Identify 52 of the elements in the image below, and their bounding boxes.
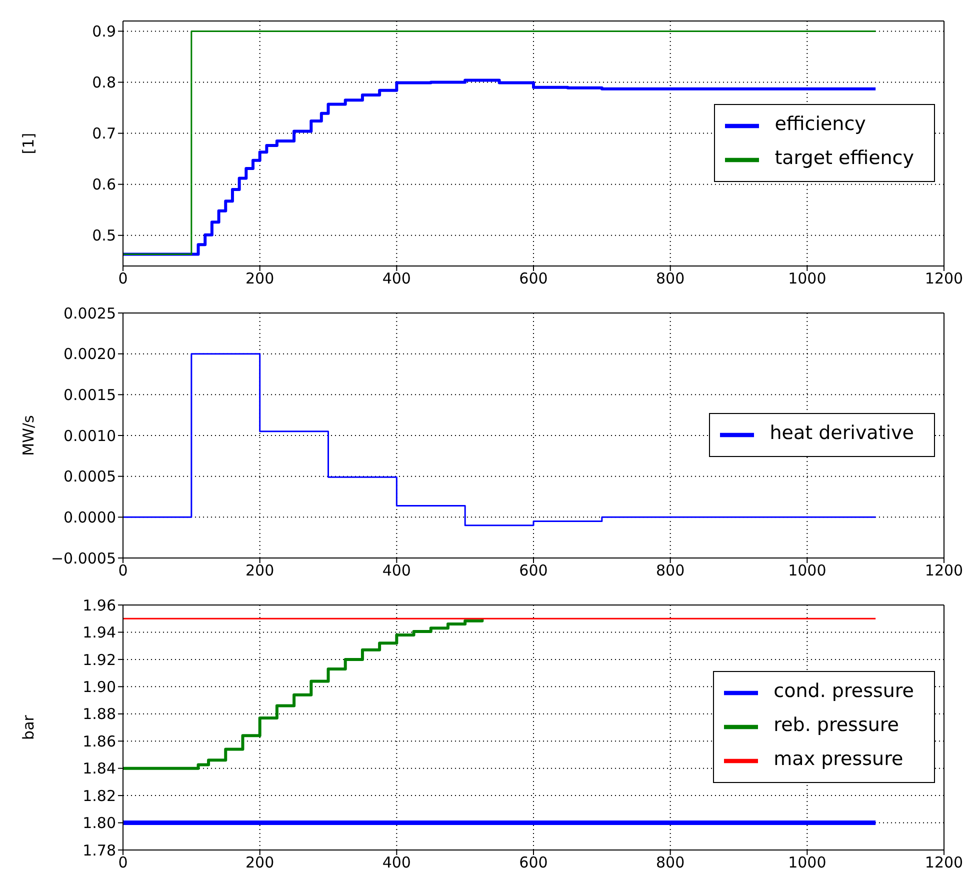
y-tick-label: 1.84 xyxy=(82,760,116,778)
x-tick-label: 400 xyxy=(382,270,411,288)
y-tick-label: 1.94 xyxy=(82,624,116,642)
y-tick-label: 0.9 xyxy=(92,22,116,41)
y-tick-label: 1.92 xyxy=(82,650,116,669)
x-tick-label: 600 xyxy=(519,270,548,288)
y-tick-label: 0.0010 xyxy=(64,426,116,445)
y-tick-label: 1.90 xyxy=(82,678,116,696)
y-tick-label: 0.6 xyxy=(92,176,116,194)
y-tick-label: 0.0020 xyxy=(64,345,116,364)
y-tick-label: 0.0015 xyxy=(64,386,116,404)
y-axis-title: MW/s xyxy=(19,415,38,456)
x-tick-label: 200 xyxy=(246,562,274,580)
x-tick-label: 0 xyxy=(118,854,128,872)
y-tick-label: 0.7 xyxy=(92,124,116,143)
x-tick-label: 600 xyxy=(519,562,548,580)
x-tick-label: 0 xyxy=(118,270,128,288)
y-tick-label: −0.0005 xyxy=(50,549,116,568)
y-tick-label: 0.5 xyxy=(92,226,116,245)
x-tick-label: 800 xyxy=(656,270,685,288)
legend-label: cond. pressure xyxy=(774,680,914,702)
y-tick-label: 0.0000 xyxy=(64,508,116,526)
x-tick-label: 800 xyxy=(656,562,685,580)
x-tick-label: 0 xyxy=(118,562,128,580)
x-tick-label: 1200 xyxy=(924,270,964,288)
x-tick-label: 600 xyxy=(519,854,548,872)
y-tick-label: 0.8 xyxy=(92,74,116,92)
x-tick-label: 400 xyxy=(382,854,411,872)
y-axis-title: [1] xyxy=(19,132,38,154)
y-tick-label: 1.86 xyxy=(82,732,116,750)
y-tick-label: 1.80 xyxy=(82,814,116,832)
y-tick-label: 1.88 xyxy=(82,705,116,724)
y-tick-label: 1.78 xyxy=(82,841,116,860)
x-tick-label: 200 xyxy=(246,270,274,288)
legend-label: heat derivative xyxy=(770,422,914,444)
x-tick-label: 800 xyxy=(656,854,685,872)
y-tick-label: 0.0005 xyxy=(64,468,116,486)
legend-label: reb. pressure xyxy=(774,714,899,736)
x-tick-label: 200 xyxy=(246,854,274,872)
x-tick-label: 1000 xyxy=(788,562,826,580)
legend-label: max pressure xyxy=(774,748,904,770)
x-tick-label: 1000 xyxy=(788,270,826,288)
y-tick-label: 1.96 xyxy=(82,596,116,614)
legend-label: efficiency xyxy=(774,113,866,136)
x-tick-label: 400 xyxy=(382,562,411,580)
y-tick-label: 1.82 xyxy=(82,786,116,805)
x-tick-label: 1000 xyxy=(788,854,826,872)
x-tick-label: 1200 xyxy=(924,854,964,872)
legend-label: target effiency xyxy=(774,147,914,170)
y-tick-label: 0.0025 xyxy=(64,304,116,322)
x-tick-label: 1200 xyxy=(924,562,964,580)
y-axis-title: bar xyxy=(19,714,38,740)
